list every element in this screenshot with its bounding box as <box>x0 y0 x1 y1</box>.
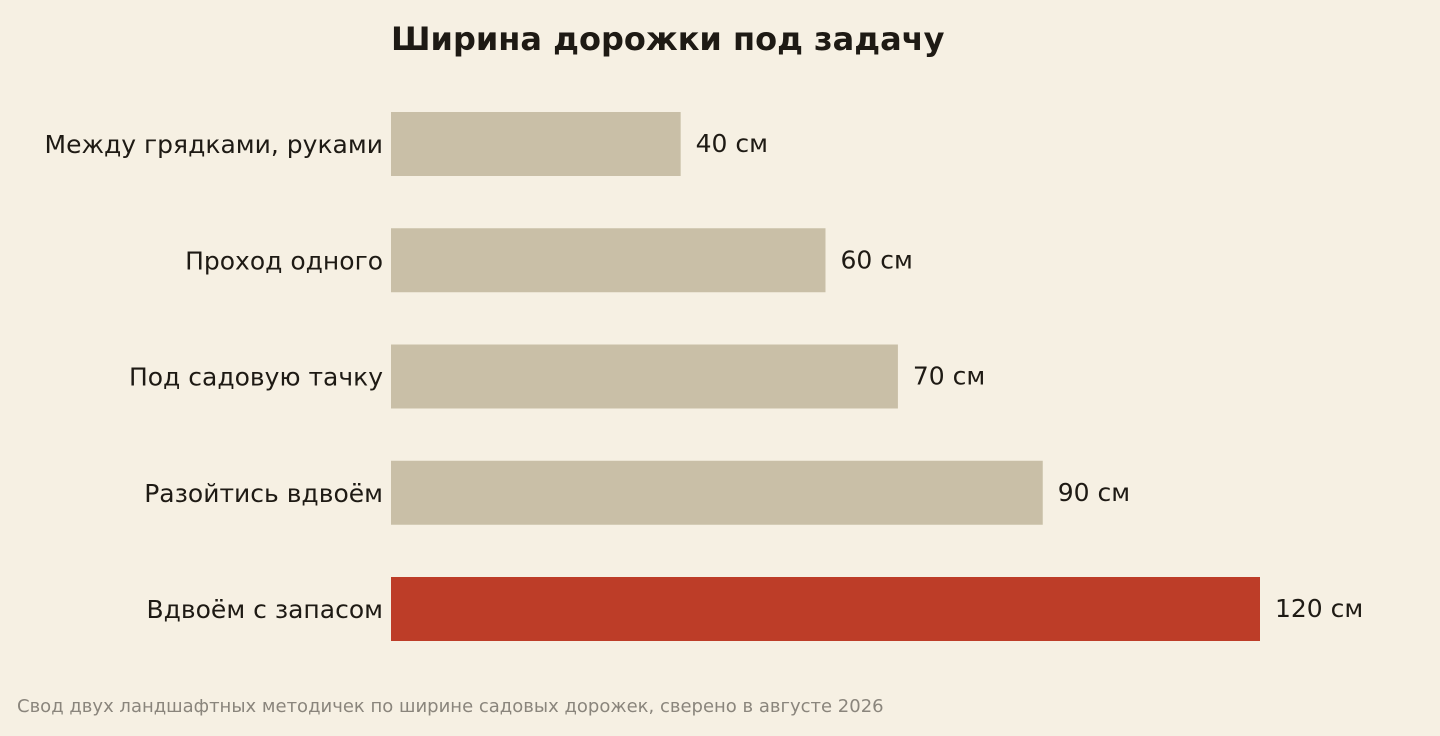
value-label: 90 см <box>1058 478 1130 507</box>
value-label: 40 см <box>696 129 768 158</box>
chart-title: Ширина дорожки под задачу <box>391 20 945 58</box>
value-label: 70 см <box>913 362 985 391</box>
category-label: Вдвоём с запасом <box>146 595 383 624</box>
category-label: Между грядками, руками <box>45 130 383 159</box>
highlight-bar <box>391 577 1260 641</box>
category-label: Под садовую тачку <box>129 363 383 392</box>
value-label: 120 см <box>1275 594 1363 623</box>
bar <box>391 460 1043 525</box>
source-footnote: Свод двух ландшафтных методичек по ширин… <box>17 696 884 717</box>
bar <box>391 112 681 176</box>
bar <box>391 228 826 293</box>
value-label: 60 см <box>841 245 913 274</box>
category-label: Проход одного <box>185 246 383 275</box>
bars-layer: Между грядками, руками 40 см Проход одного… <box>45 112 1363 641</box>
bar <box>391 344 898 409</box>
category-label: Разойтись вдвоём <box>144 479 383 508</box>
